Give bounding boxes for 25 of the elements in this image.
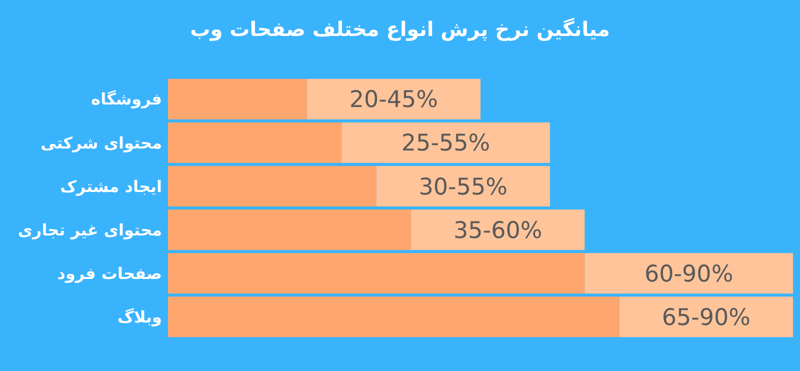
bar [584, 253, 793, 294]
bar [306, 78, 480, 120]
data-label: 35-60% [454, 218, 542, 244]
chart-title: میانگین نرخ پرش انواع مختلف صفحات وب [190, 17, 610, 41]
bar [411, 210, 585, 250]
y-tick-label: ایجاد مشترک [60, 176, 162, 196]
bar [168, 166, 376, 206]
bar [619, 296, 793, 338]
bar [342, 122, 550, 163]
y-tick-label: فروشگاه [91, 90, 162, 109]
bar [168, 78, 307, 120]
bar [168, 122, 342, 163]
data-label: 65-90% [662, 304, 751, 331]
data-label: 20-45% [349, 87, 438, 114]
bar [168, 296, 620, 338]
y-tick-label: محتوای غیر تجاری [18, 220, 162, 240]
data-label: 25-55% [401, 130, 490, 157]
bar [376, 166, 550, 206]
y-tick-label: وبلاگ [118, 307, 162, 326]
y-tick-label: محتوای شرکتی [40, 133, 162, 152]
y-tick-label: صفحات فرود [57, 264, 162, 283]
bar [168, 210, 412, 250]
data-label: 60-90% [644, 261, 734, 288]
bar [168, 253, 585, 294]
data-label: 30-55% [418, 174, 508, 200]
